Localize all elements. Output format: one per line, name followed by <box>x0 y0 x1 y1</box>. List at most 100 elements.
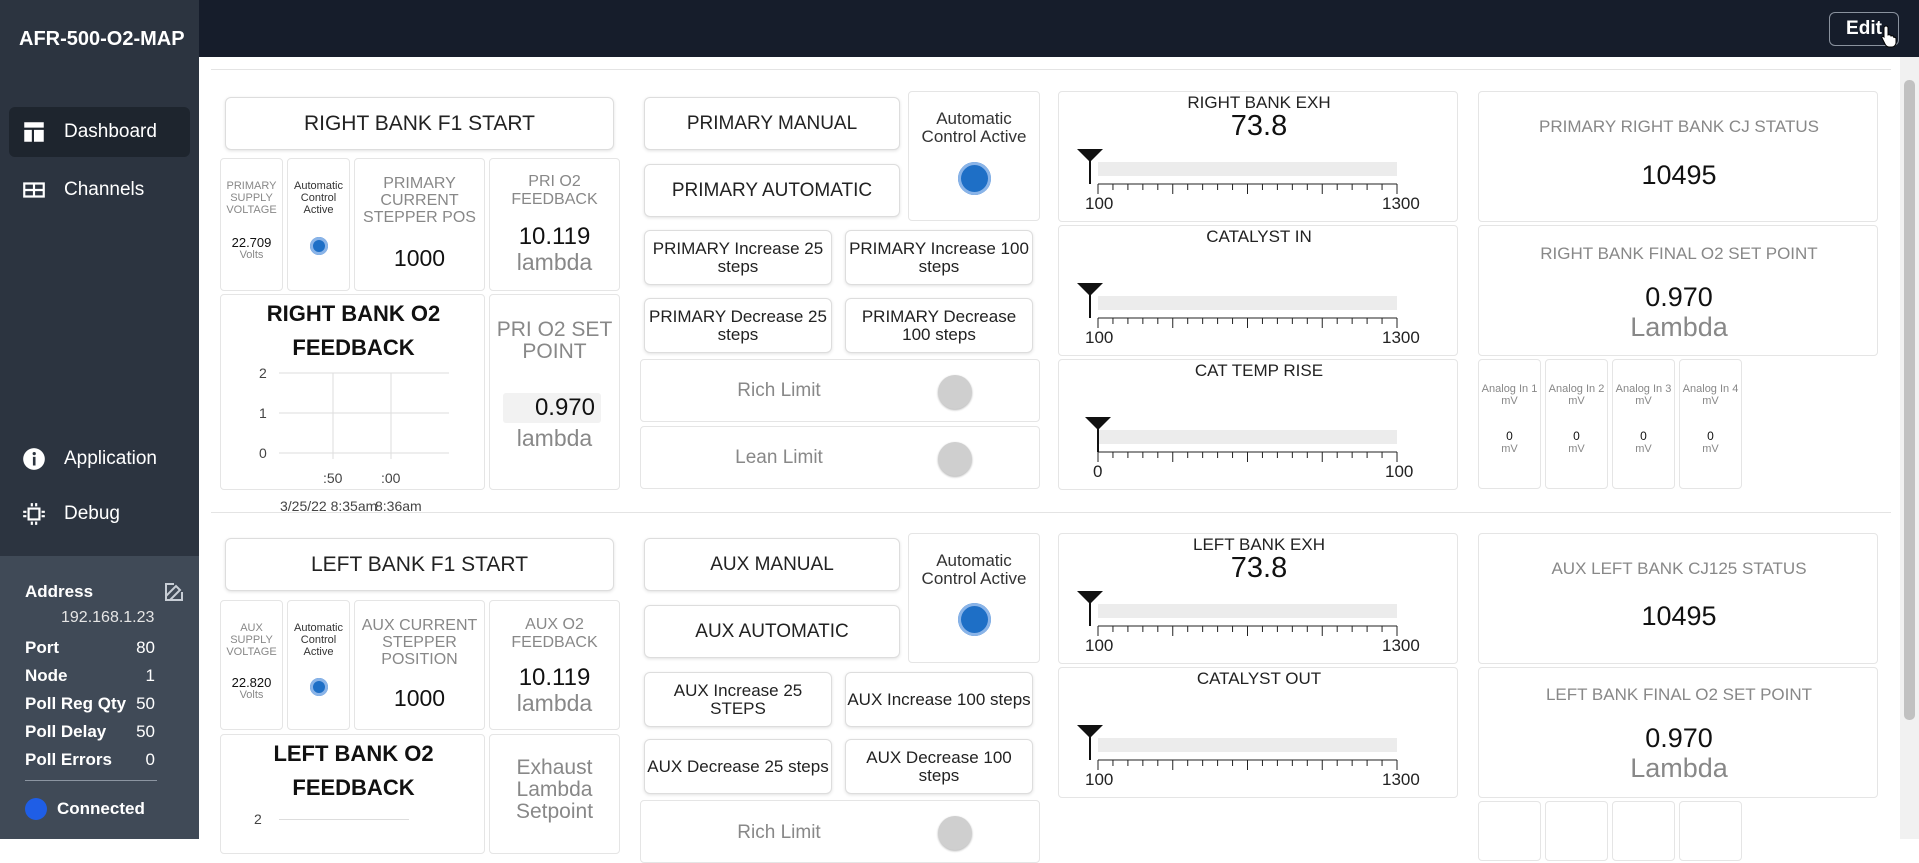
right-final-setpoint-unit: Lambda <box>1630 312 1728 342</box>
right-final-setpoint-label: RIGHT BANK FINAL O2 SET POINT <box>1540 244 1818 263</box>
aux-stepper-card: AUX CURRENT STEPPER POSITION 1000 <box>354 600 485 730</box>
analog-in-1-label: Analog In 1 mV <box>1481 383 1538 407</box>
analog-in-4-label: Analog In 4 mV <box>1682 383 1739 407</box>
catalyst-out-max: 1300 <box>1382 770 1420 789</box>
gauge-bar <box>1098 296 1397 310</box>
aux-decrease-25-button[interactable]: AUX Decrease 25 steps <box>644 739 832 794</box>
analog-in-2-value: 0 <box>1573 429 1580 443</box>
connection-info-panel: Address 192.168.1.23 Port 80 Node 1 Poll R… <box>0 556 199 839</box>
catalyst-out-title: CATALYST OUT <box>1196 669 1322 688</box>
primary-auto-indicator <box>310 237 328 255</box>
aux-auto-indicator <box>310 678 328 696</box>
gauge-bar <box>1098 604 1397 618</box>
primary-automatic-button[interactable]: PRIMARY AUTOMATIC <box>644 164 900 217</box>
aux-o2-feedback-unit: lambda <box>516 690 593 716</box>
gauge-bar <box>1098 430 1397 444</box>
top-bar <box>199 0 1919 57</box>
pri-o2-feedback-label: PRI O2 FEEDBACK <box>511 173 598 208</box>
primary-cj-status-card: PRIMARY RIGHT BANK CJ STATUS 10495 <box>1478 91 1878 222</box>
chart-y-tick: 0 <box>259 445 267 461</box>
aux-supply-value: 22.820 <box>231 675 272 690</box>
primary-lean-limit-label: Lean Limit <box>735 447 823 468</box>
analog-in-1-value: 0 <box>1506 429 1513 443</box>
app-title: AFR-500-O2-MAP <box>19 28 185 50</box>
aux-rich-limit-card: Rich Limit <box>640 800 1040 863</box>
chart-x-tick: :00 <box>381 470 401 486</box>
primary-rich-limit-card: Rich Limit <box>640 359 1040 422</box>
left-bank-start-button[interactable]: LEFT BANK F1 START <box>225 538 614 591</box>
analog-in-2-unit: mV <box>1568 443 1585 455</box>
address-value: 192.168.1.23 <box>61 609 155 626</box>
node-label: Node <box>25 666 68 685</box>
analog-in-2-card: Analog In 2 mV 0 mV <box>1545 359 1608 489</box>
chart-x-tick: :50 <box>323 470 343 486</box>
aux-increase-100-button[interactable]: AUX Increase 100 steps <box>845 672 1033 727</box>
primary-increase-100-button[interactable]: PRIMARY Increase 100 steps <box>845 230 1033 285</box>
primary-decrease-25-button[interactable]: PRIMARY Decrease 25 steps <box>644 298 832 353</box>
nav-application[interactable]: Application <box>9 434 190 484</box>
right-final-setpoint-card: RIGHT BANK FINAL O2 SET POINT 0.970 Lamb… <box>1478 225 1878 356</box>
primary-cj-status-label: PRIMARY RIGHT BANK CJ STATUS <box>1539 117 1819 136</box>
right-bank-exh-value: 73.8 <box>1230 110 1288 142</box>
aux-rich-limit-indicator <box>938 816 972 850</box>
analog-in-3-unit: mV <box>1635 443 1652 455</box>
left-bank-o2-chart-card: LEFT BANK O2 FEEDBACK 2 <box>220 734 485 854</box>
analog-in-2-label: Analog In 2 mV <box>1548 383 1605 407</box>
edit-address-icon[interactable] <box>162 580 186 604</box>
exhaust-lambda-setpoint-card: Exhaust Lambda Setpoint <box>489 734 620 854</box>
aux-auto-card: Automatic Control Active <box>287 600 350 730</box>
nav-dashboard[interactable]: Dashboard <box>9 107 190 157</box>
poll-reg-value: 50 <box>136 694 155 713</box>
right-bank-o2-chart-card: RIGHT BANK O2 FEEDBACK 2 1 0:50:00 <box>220 294 485 490</box>
aux-manual-button[interactable]: AUX MANUAL <box>644 538 900 591</box>
aux-cj125-status-label: AUX LEFT BANK CJ125 STATUS <box>1551 559 1807 578</box>
primary-cj-status-value: 10495 <box>1641 160 1717 190</box>
gauge-bar <box>1098 162 1397 176</box>
aux-increase-25-button[interactable]: AUX Increase 25 STEPS <box>644 672 832 727</box>
nav-channels[interactable]: Channels <box>9 165 190 215</box>
cat-temp-rise-min: 0 <box>1093 462 1103 481</box>
channels-icon <box>23 182 45 198</box>
aux-auto-active-label: Automatic Control Active <box>921 551 1027 588</box>
connected-status: Connected <box>57 799 145 818</box>
left-bank-exh-max: 1300 <box>1382 636 1420 655</box>
connected-status-dot <box>25 798 47 820</box>
cat-temp-rise-title: CAT TEMP RISE <box>1194 361 1324 380</box>
right-bank-exh-max: 1300 <box>1382 194 1420 213</box>
catalyst-out-min: 100 <box>1085 770 1114 789</box>
primary-stepper-value: 1000 <box>393 245 446 271</box>
pri-o2-feedback-card: PRI O2 FEEDBACK 10.119 lambda <box>489 158 620 291</box>
right-bank-start-button[interactable]: RIGHT BANK F1 START <box>225 97 614 150</box>
left-bank-o2-chart-title: LEFT BANK O2 FEEDBACK <box>273 741 434 800</box>
exhaust-lambda-setpoint-label: Exhaust Lambda Setpoint <box>515 756 594 823</box>
aux-cj125-status-card: AUX LEFT BANK CJ125 STATUS 10495 <box>1478 533 1878 664</box>
scrollbar-thumb[interactable] <box>1904 80 1915 720</box>
left-final-setpoint-unit: Lambda <box>1630 753 1728 783</box>
catalyst-in-max: 1300 <box>1382 328 1420 347</box>
left-bank-exh-value: 73.8 <box>1230 552 1288 584</box>
aux-decrease-100-button[interactable]: AUX Decrease 100 steps <box>845 739 1033 794</box>
aux-stepper-value: 1000 <box>393 685 446 711</box>
poll-errors-label: Poll Errors <box>25 750 112 769</box>
aux-auto-label: Automatic Control Active <box>294 622 343 658</box>
catalyst-out-gauge: CATALYST OUT 100 1300 <box>1058 667 1458 798</box>
left-bank-exh-title: LEFT BANK EXH <box>1193 535 1325 554</box>
primary-increase-25-button[interactable]: PRIMARY Increase 25 steps <box>644 230 832 285</box>
port-label: Port <box>25 638 59 657</box>
aux-auto-active-indicator <box>958 603 991 636</box>
primary-supply-label: PRIMARY SUPPLY VOLTAGE <box>226 180 277 216</box>
right-bank-exh-min: 100 <box>1085 194 1114 213</box>
analog-in-4-unit: mV <box>1702 443 1719 455</box>
primary-auto-card: Automatic Control Active <box>287 158 350 291</box>
primary-auto-active-indicator <box>958 162 991 195</box>
primary-manual-button[interactable]: PRIMARY MANUAL <box>644 97 900 150</box>
primary-rich-limit-label: Rich Limit <box>737 380 821 401</box>
nav-debug[interactable]: Debug <box>9 489 190 539</box>
catalyst-in-min: 100 <box>1085 328 1114 347</box>
pri-o2-setpoint-input[interactable]: 0.970 <box>503 393 601 423</box>
primary-decrease-100-button[interactable]: PRIMARY Decrease 100 steps <box>845 298 1033 353</box>
pri-o2-feedback-value: 10.119 <box>518 223 591 250</box>
primary-auto-label: Automatic Control Active <box>294 180 343 216</box>
aux-automatic-button[interactable]: AUX AUTOMATIC <box>644 605 900 658</box>
nav-application-label: Application <box>64 448 157 469</box>
